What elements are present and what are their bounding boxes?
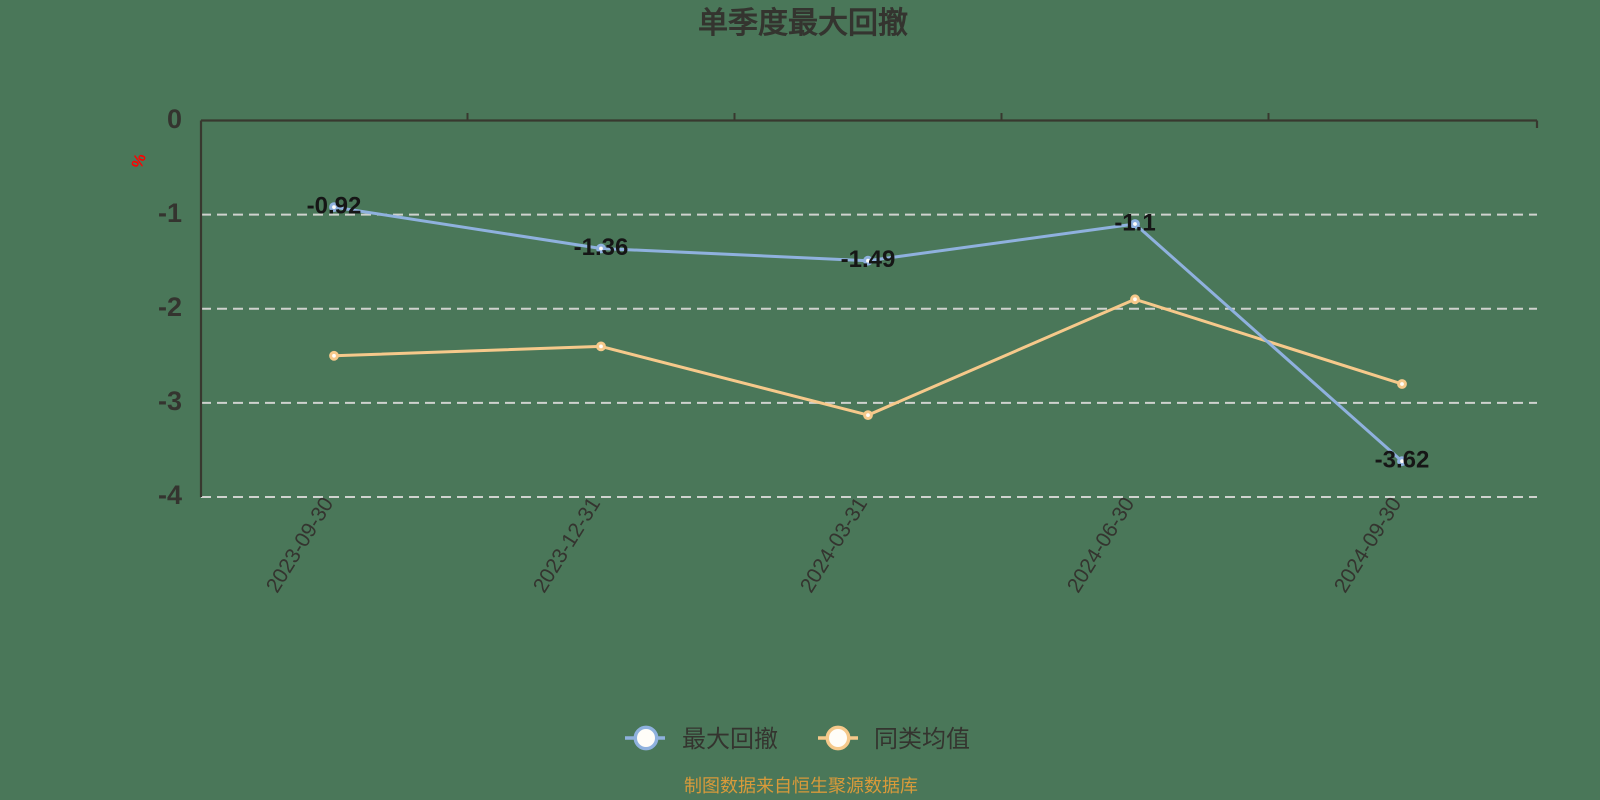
svg-text:-3.62: -3.62 bbox=[1375, 447, 1430, 474]
svg-text:-2: -2 bbox=[158, 292, 182, 322]
svg-text:制图数据来自恒生聚源数据库: 制图数据来自恒生聚源数据库 bbox=[684, 776, 918, 796]
svg-text:-3: -3 bbox=[158, 386, 182, 416]
svg-text:单季度最大回撤: 单季度最大回撤 bbox=[698, 6, 908, 40]
svg-text:-0.92: -0.92 bbox=[307, 193, 362, 220]
svg-text:-1.1: -1.1 bbox=[1114, 210, 1155, 237]
svg-text:同类均值: 同类均值 bbox=[874, 726, 970, 753]
svg-text:-1: -1 bbox=[158, 198, 182, 228]
svg-text:-1.36: -1.36 bbox=[574, 234, 629, 261]
svg-text:最大回撤: 最大回撤 bbox=[682, 726, 778, 753]
svg-text:-4: -4 bbox=[158, 480, 182, 510]
svg-text:-1.49: -1.49 bbox=[841, 246, 896, 273]
svg-text:0: 0 bbox=[167, 104, 182, 134]
